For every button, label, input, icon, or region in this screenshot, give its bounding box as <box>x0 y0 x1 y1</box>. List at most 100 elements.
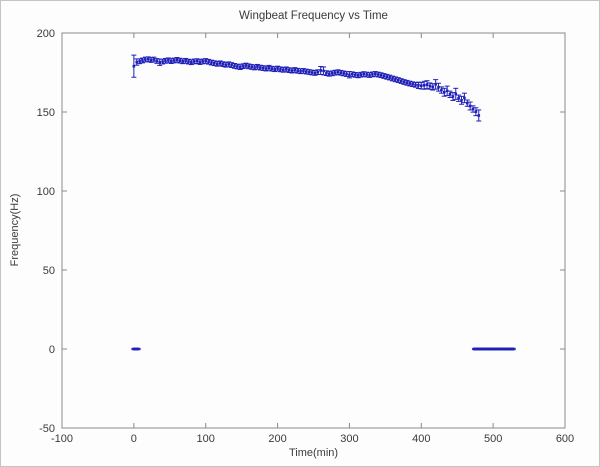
x-tick-label: 200 <box>268 433 286 445</box>
x-tick-label: 100 <box>197 433 215 445</box>
data-point <box>247 65 251 68</box>
data-point <box>356 74 360 77</box>
data-point <box>394 77 397 81</box>
data-point <box>207 60 210 64</box>
data-point <box>164 59 167 63</box>
data-point <box>302 69 305 73</box>
data-point <box>256 65 259 69</box>
data-point <box>359 73 363 77</box>
data-point <box>261 66 265 70</box>
data-point <box>468 104 472 108</box>
data-point <box>175 58 179 62</box>
y-tick-label: 50 <box>43 265 55 277</box>
data-point <box>270 67 274 71</box>
data-point <box>279 68 282 71</box>
data-point <box>385 75 389 79</box>
data-point <box>474 110 478 113</box>
data-point <box>333 71 337 74</box>
data-point <box>178 59 182 62</box>
data-point <box>351 72 354 76</box>
data-point <box>192 60 196 63</box>
x-tick-label: 0 <box>131 433 137 445</box>
y-tick-label: 0 <box>49 344 55 356</box>
data-point <box>241 64 245 68</box>
data-point <box>221 62 225 66</box>
data-point <box>419 84 423 88</box>
data-point <box>236 65 239 68</box>
data-point <box>181 59 185 63</box>
data-point <box>319 69 322 72</box>
data-point <box>448 93 452 96</box>
data-point <box>405 81 409 85</box>
data-point <box>365 73 368 76</box>
data-point <box>399 79 403 83</box>
data-point <box>353 73 357 77</box>
data-point <box>316 70 320 74</box>
data-point <box>330 71 334 75</box>
data-point <box>133 347 137 351</box>
data-point <box>348 73 351 77</box>
x-axis-label: Time(min) <box>288 447 339 459</box>
data-point <box>259 66 262 69</box>
data-point <box>322 69 325 73</box>
data-point <box>132 64 136 68</box>
data-point <box>457 96 460 100</box>
data-point <box>382 74 386 78</box>
data-point <box>376 73 380 76</box>
data-point <box>253 66 256 69</box>
data-point <box>313 71 317 75</box>
data-point <box>368 73 371 77</box>
data-point <box>422 83 426 87</box>
data-point <box>244 64 248 67</box>
data-point <box>149 58 153 62</box>
data-point <box>135 60 139 64</box>
data-point <box>362 72 366 76</box>
data-point <box>152 58 156 61</box>
data-point <box>437 85 440 89</box>
data-point <box>339 71 343 75</box>
data-point <box>144 58 147 61</box>
data-point <box>305 70 308 73</box>
data-point <box>267 66 271 70</box>
data-point <box>411 82 414 86</box>
data-point <box>396 78 400 82</box>
data-point <box>290 69 294 72</box>
data-point <box>511 347 515 351</box>
data-point <box>471 107 475 111</box>
data-point <box>172 59 176 62</box>
data-point <box>264 67 268 70</box>
data-point <box>336 70 340 74</box>
data-point <box>250 65 254 69</box>
data-point <box>224 63 228 67</box>
data-point <box>342 72 345 75</box>
data-point <box>238 65 242 69</box>
data-point <box>284 68 288 71</box>
data-point <box>451 95 455 98</box>
data-point <box>328 72 331 76</box>
data-point <box>227 62 231 66</box>
data-point <box>299 69 302 73</box>
data-point <box>184 59 187 63</box>
data-point <box>276 67 279 70</box>
data-point <box>161 60 164 63</box>
data-point <box>218 62 222 65</box>
data-point <box>345 72 348 76</box>
data-point <box>428 84 432 88</box>
data-point <box>307 70 311 74</box>
data-point <box>287 68 291 72</box>
data-point <box>198 60 202 64</box>
x-tick-label: -100 <box>51 433 73 445</box>
data-point <box>460 99 463 102</box>
data-point <box>155 59 159 63</box>
data-point <box>141 59 144 62</box>
data-point <box>477 114 481 117</box>
data-point <box>158 60 162 64</box>
data-point <box>167 59 170 62</box>
data-point <box>440 88 443 92</box>
data-point <box>379 73 383 77</box>
data-point <box>215 62 219 66</box>
data-point <box>442 90 446 94</box>
y-tick-label: 200 <box>37 28 55 40</box>
data-point <box>195 59 199 63</box>
